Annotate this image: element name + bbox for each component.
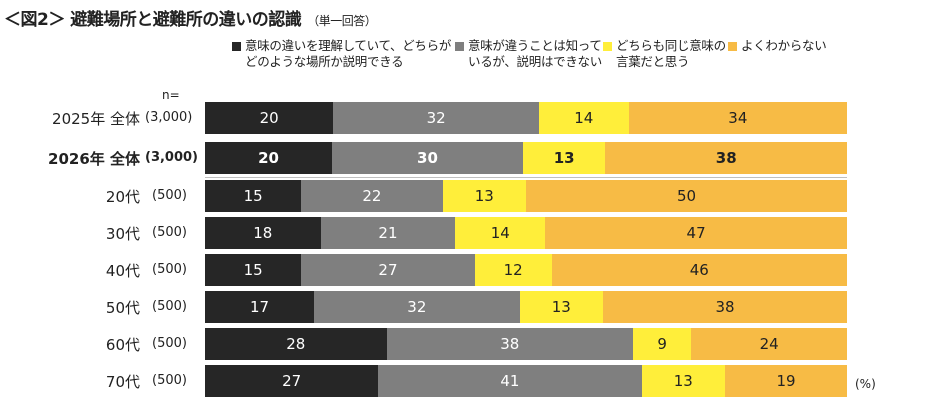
bar-segment: 19 [725,365,847,397]
legend-item-1: 意味の違いを理解していて、どちらがどのような場所か説明できる [232,38,455,69]
row-label: 2025年 全体 [52,110,140,128]
chart-title: ＜図2＞ 避難場所と避難所の違いの認識 （単一回答） [4,5,377,30]
bar-segment: 50 [525,180,847,212]
bar-segment: 13 [442,180,526,212]
bar-row: 15 27 12 46 [205,254,847,286]
bar-segment: 15 [205,180,302,212]
bar-segment: 32 [333,102,539,134]
legend-label-3: どちらも同じ意味の言葉だと思う [616,38,726,69]
bar-segment: 17 [205,291,315,323]
bar-segment: 14 [538,102,629,134]
bar-row: 18 21 14 47 [205,217,847,249]
legend-label-2: 意味が違うことは知っているが、説明はできない [468,38,602,69]
row-label: 20代 [105,188,140,206]
legend-item-2: 意味が違うことは知っているが、説明はできない [455,38,603,69]
bar-segment: 21 [320,217,456,249]
bar-segment: 28 [205,328,387,360]
bar-segment: 38 [605,142,847,174]
row-n: (500) [152,225,187,240]
bar-segment: 20 [205,142,333,174]
row-label: 40代 [105,262,140,280]
bar-row: 15 22 13 50 [205,180,847,212]
row-n: (3,000) [145,150,199,165]
row-n: (3,000) [145,110,193,125]
bar-row: 27 41 13 19 [205,365,847,397]
bar-segment: 32 [314,291,520,323]
bar-segment: 27 [205,365,379,397]
bar-segment: 27 [301,254,475,286]
row-n: (500) [152,188,187,203]
bar-segment: 24 [691,328,847,360]
row-label: 2026年 全体 [48,150,140,168]
bar-row: 20 30 13 38 [205,142,847,174]
bar-segment: 41 [378,365,642,397]
bar-segment: 38 [386,328,633,360]
legend-swatch-2 [455,42,464,51]
bar-segment: 13 [522,142,606,174]
bar-segment: 15 [205,254,302,286]
bar-segment: 20 [205,102,334,134]
row-n: (500) [152,299,187,314]
bar-segment: 14 [455,217,546,249]
row-n: (500) [152,336,187,351]
bar-segment: 46 [551,254,847,286]
row-n: (500) [152,373,187,388]
bar-segment: 12 [474,254,552,286]
bar-row: 17 32 13 38 [205,291,847,323]
legend-swatch-4 [728,42,737,51]
row-label: 70代 [105,373,140,391]
subtitle: （単一回答） [307,14,377,28]
bar-segment: 13 [641,365,725,397]
bar-segment: 30 [332,142,523,174]
bar-segment: 38 [603,291,847,323]
legend-swatch-1 [232,42,241,51]
unit-label: (%) [855,377,876,391]
row-label: 30代 [105,225,140,243]
bar-row: 28 38 9 24 [205,328,847,360]
bar-segment: 47 [545,217,847,249]
legend-swatch-3 [603,42,612,51]
row-label: 50代 [105,299,140,317]
bar-segment: 22 [301,180,443,212]
legend-label-4: よくわからない [741,38,827,53]
title-text: ＜図2＞ 避難場所と避難所の違いの認識 [4,10,302,30]
bar-segment: 13 [519,291,604,323]
bar-segment: 34 [628,102,847,134]
group-separator [205,177,847,178]
n-label: n= [162,88,180,102]
bar-row: 20 32 14 34 [205,102,847,134]
row-label: 60代 [105,336,140,354]
legend-item-4: よくわからない [728,38,881,54]
bar-segment: 9 [632,328,692,360]
row-n: (500) [152,262,187,277]
legend-item-3: どちらも同じ意味の言葉だと思う [603,38,734,69]
legend-label-1: 意味の違いを理解していて、どちらがどのような場所か説明できる [245,38,452,69]
bar-segment: 18 [205,217,321,249]
